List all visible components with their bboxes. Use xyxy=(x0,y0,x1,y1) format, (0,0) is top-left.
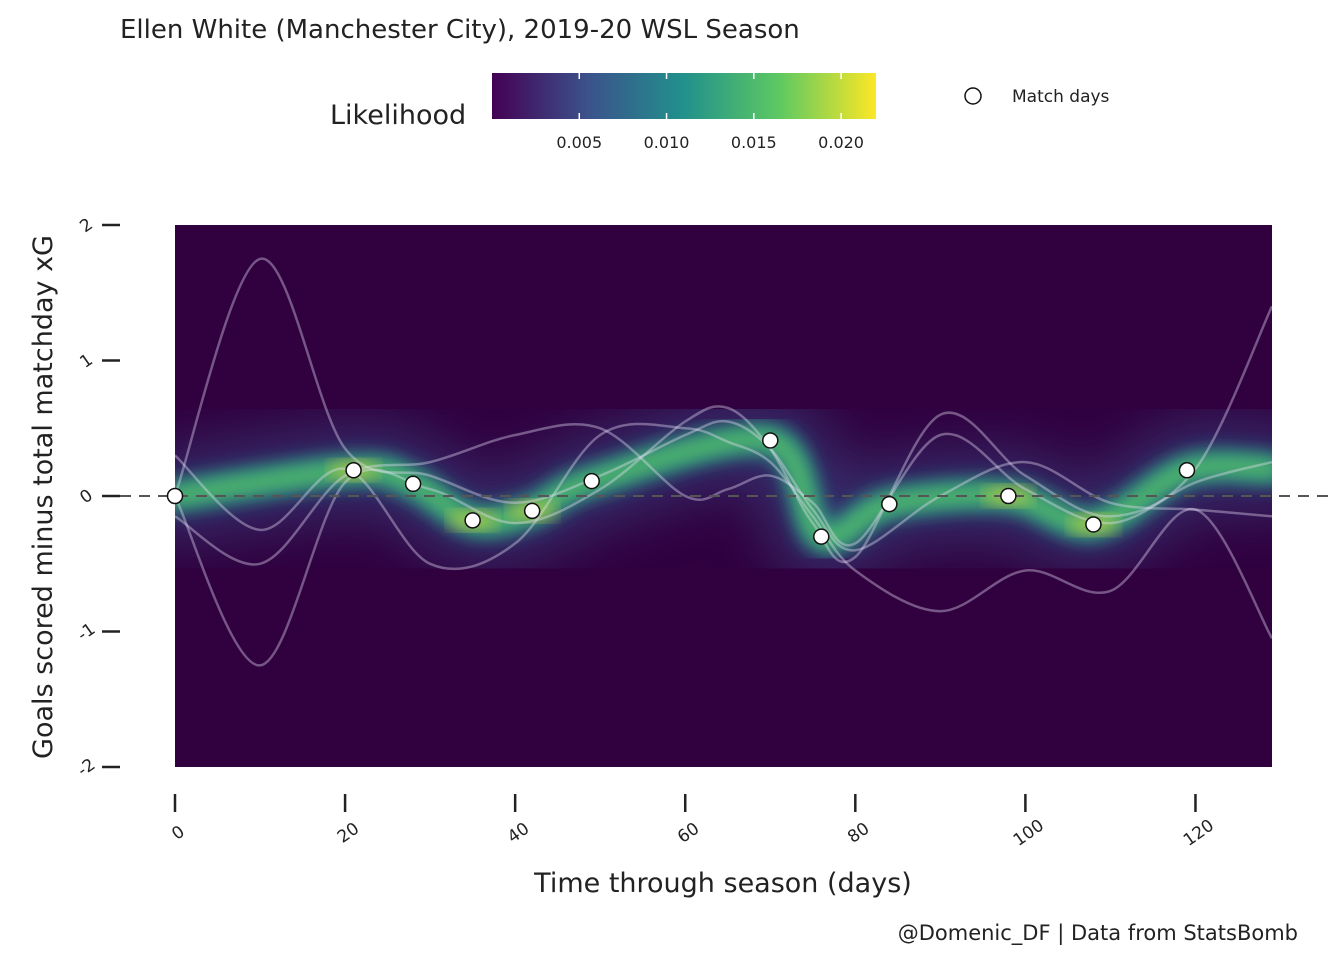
colorbar-tick-label: 0.015 xyxy=(731,133,777,152)
x-tick-label: 0 xyxy=(168,822,188,845)
x-tick-label: 20 xyxy=(334,819,363,848)
x-tick-label: 80 xyxy=(844,819,873,848)
match-day-point xyxy=(1085,516,1102,533)
colorbar-tick-label: 0.005 xyxy=(556,133,602,152)
x-axis: 0 20 40 60 80 100 120 xyxy=(168,794,1218,851)
colorbar xyxy=(492,73,876,119)
y-tick-label: 1 xyxy=(76,350,96,373)
x-axis-title: Time through season (days) xyxy=(533,868,912,899)
match-day-point xyxy=(345,462,362,479)
caption: @Domenic_DF | Data from StatsBomb xyxy=(898,921,1298,946)
sample-curve xyxy=(175,257,1272,552)
y-axis-title: Goals scored minus total matchday xG xyxy=(28,235,59,759)
sample-curve xyxy=(175,422,1272,566)
match-day-point xyxy=(166,487,184,505)
x-tick-label: 40 xyxy=(504,819,533,848)
y-tick-label: 2 xyxy=(76,215,96,238)
match-day-point xyxy=(813,528,830,545)
match-day-points xyxy=(166,432,1196,545)
y-tick-label: -1 xyxy=(74,619,99,645)
colorbar-tick-label: 0.020 xyxy=(818,133,864,152)
x-tick-label: 60 xyxy=(674,819,703,848)
colorbar-title: Likelihood xyxy=(330,100,466,131)
density-hotspots xyxy=(327,461,1120,534)
match-day-point xyxy=(404,475,422,493)
x-tick-label: 120 xyxy=(1180,816,1218,851)
match-day-point xyxy=(523,502,541,520)
x-tick-label: 100 xyxy=(1010,816,1048,851)
match-day-point xyxy=(881,495,898,513)
match-day-legend-key xyxy=(964,87,982,105)
y-tick-label: 0 xyxy=(76,486,96,509)
y-axis: -2 -1 0 1 2 xyxy=(74,215,120,781)
match-day-point xyxy=(1178,462,1196,479)
sample-curve xyxy=(175,422,1272,639)
match-day-point xyxy=(1000,487,1017,505)
y-tick-label: -2 xyxy=(74,755,99,781)
colorbar-ticks: 0.005 0.010 0.015 0.020 xyxy=(556,73,864,152)
sample-curve xyxy=(175,305,1272,667)
match-day-point xyxy=(583,472,600,490)
chart-title: Ellen White (Manchester City), 2019-20 W… xyxy=(120,15,800,45)
match-day-legend-label: Match days xyxy=(1012,87,1110,107)
match-day-point xyxy=(464,512,481,529)
sample-curves xyxy=(175,257,1272,667)
match-day-point xyxy=(762,432,779,449)
colorbar-tick-label: 0.010 xyxy=(644,133,690,152)
